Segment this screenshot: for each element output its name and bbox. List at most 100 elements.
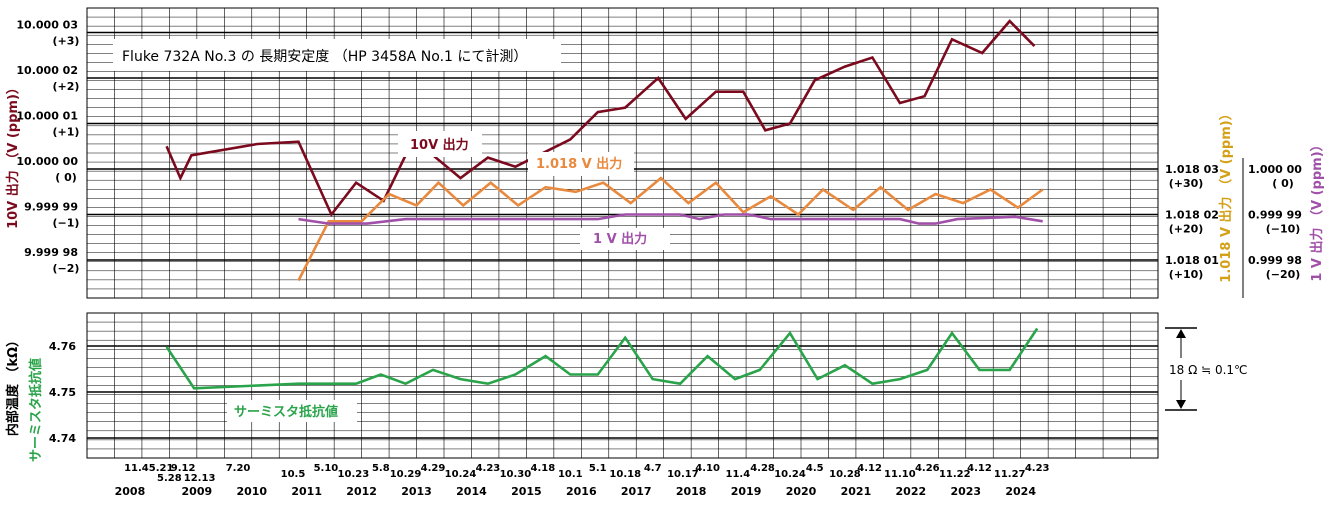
date-label: 10.24	[445, 469, 477, 480]
year-label: 2013	[401, 485, 432, 498]
year-label: 2010	[236, 485, 267, 498]
series-line-thermistor	[165, 327, 1039, 390]
year-label: 2018	[676, 485, 707, 498]
y-axis-title-lower-series: サーミスタ抵抗値	[28, 358, 44, 462]
date-label: 11.4	[124, 463, 149, 474]
y-tick-label-left: 9.999 98	[24, 246, 78, 259]
y-tick-sub-left: (+3)	[53, 35, 80, 48]
y-tick-label-left: 10.000 03	[16, 19, 78, 32]
y-tick-label-left: 10.000 02	[16, 64, 78, 77]
y-tick-label-lower: 4.74	[49, 432, 76, 445]
v10-label-box	[398, 131, 482, 157]
series-line-v1	[298, 213, 1043, 225]
series-line-v10	[165, 19, 1036, 218]
year-label: 2012	[346, 485, 377, 498]
date-label: 4.29	[421, 463, 446, 474]
v1-series-label: 1 V 出力	[593, 231, 647, 247]
y-tick-sub-right2: (−20)	[1266, 268, 1301, 281]
panel-frame	[86, 7, 1159, 299]
year-label: 2011	[291, 485, 322, 498]
date-label: 10.5	[281, 469, 306, 480]
y-tick-label-right1: 1.018 01	[1165, 254, 1219, 267]
date-label: 10.1	[558, 469, 583, 480]
y-axis-title-left: 10V 出力 （V (ppm)）	[5, 81, 21, 229]
date-label: 4.26	[915, 463, 940, 474]
v1018-label-box	[528, 152, 634, 176]
date-label: 7.20	[226, 463, 251, 474]
date-label: 5.21	[149, 463, 174, 474]
year-label: 2016	[566, 485, 597, 498]
y-tick-sub-right2: ( 0)	[1272, 177, 1294, 190]
axis-labels: 10.000 03 (+3) 10.000 02 (+2) 10.000 01 (+1) 1…	[5, 19, 1325, 499]
date-label: 10.24	[774, 469, 806, 480]
therm-series-label: サーミスタ抵抗値	[234, 404, 338, 420]
year-label: 2023	[950, 485, 981, 498]
year-label: 2020	[786, 485, 817, 498]
y-tick-sub-right1: (+30)	[1169, 177, 1204, 190]
v10-series-label: 10V 出力	[410, 137, 469, 153]
y-tick-label-right1: 1.018 02	[1165, 209, 1219, 222]
date-label: 5.28	[157, 473, 182, 484]
title-box	[113, 39, 561, 71]
y-tick-sub-left: (−1)	[53, 217, 80, 230]
y-axis-title-lower: 内部温度 （kΩ）	[5, 334, 21, 436]
year-label: 2024	[1005, 485, 1036, 498]
y-tick-label-right2: 0.999 99	[1248, 209, 1302, 222]
year-label: 2021	[841, 485, 872, 498]
date-label: 12.13	[184, 473, 216, 484]
y-tick-sub-right1: (+10)	[1169, 268, 1204, 281]
date-label: 4.5	[806, 463, 824, 474]
chart-grid	[86, 7, 1244, 459]
y-tick-label-right2: 0.999 98	[1248, 254, 1302, 267]
date-label: 4.28	[750, 463, 775, 474]
date-label: 4.23	[1025, 463, 1050, 474]
date-label: 11.27	[994, 469, 1026, 480]
date-label: 9.12	[171, 463, 196, 474]
date-label: 11.4	[725, 469, 750, 480]
y-tick-sub-left: (−2)	[53, 262, 80, 275]
date-label: 10.29	[390, 469, 422, 480]
date-label: 4.12	[967, 463, 992, 474]
year-label: 2008	[115, 485, 146, 498]
range-annotation-text: 18 Ω ≒ 0.1℃	[1169, 363, 1248, 377]
y-tick-label-left: 10.000 00	[16, 155, 78, 168]
date-label: 4.12	[857, 463, 882, 474]
y-axis-title-right1: 1.018 V 出力 （V (ppm)）	[1218, 107, 1234, 282]
year-label: 2022	[896, 485, 927, 498]
date-label: 4.7	[644, 463, 662, 474]
therm-label-box	[227, 400, 357, 422]
v1-label-box	[580, 228, 670, 250]
date-label: 5.1	[589, 463, 607, 474]
date-label: 10.18	[609, 469, 641, 480]
range-annotation: 18 Ω ≒ 0.1℃	[1165, 327, 1262, 411]
v1018-series-label: 1.018 V 出力	[536, 156, 622, 172]
date-label: 11.10	[884, 469, 916, 480]
year-label: 2017	[621, 485, 652, 498]
year-label: 2009	[182, 485, 213, 498]
year-label: 2014	[456, 485, 487, 498]
date-label: 4.18	[531, 463, 556, 474]
date-label: 10.17	[667, 469, 699, 480]
year-label: 2015	[511, 485, 542, 498]
y-tick-label-left: 10.000 01	[16, 110, 78, 123]
panel-frame	[86, 312, 1159, 459]
date-label: 5.10	[314, 463, 339, 474]
y-tick-sub-left: (+2)	[53, 80, 80, 93]
y-tick-sub-left: (+1)	[53, 126, 80, 139]
date-label: 5.8	[372, 463, 390, 474]
y-tick-sub-right1: (+20)	[1169, 223, 1204, 236]
date-label: 10.28	[829, 469, 861, 480]
chart-title: Fluke 732A No.3 の 長期安定度 （HP 3458A No.1 に…	[122, 49, 527, 65]
y-axis-title-right2: 1 V 出力 （V (ppm)）	[1309, 138, 1325, 281]
date-label: 10.23	[338, 469, 370, 480]
date-label: 11.22	[939, 469, 971, 480]
series-line-v1018	[297, 176, 1044, 282]
date-label: 4.10	[695, 463, 720, 474]
y-tick-label-right1: 1.018 03	[1165, 163, 1219, 176]
year-label: 2019	[731, 485, 762, 498]
y-tick-sub-left: ( 0)	[55, 171, 77, 184]
date-label: 4.23	[476, 463, 501, 474]
y-tick-label-lower: 4.75	[49, 386, 76, 399]
chart-series	[165, 19, 1044, 390]
